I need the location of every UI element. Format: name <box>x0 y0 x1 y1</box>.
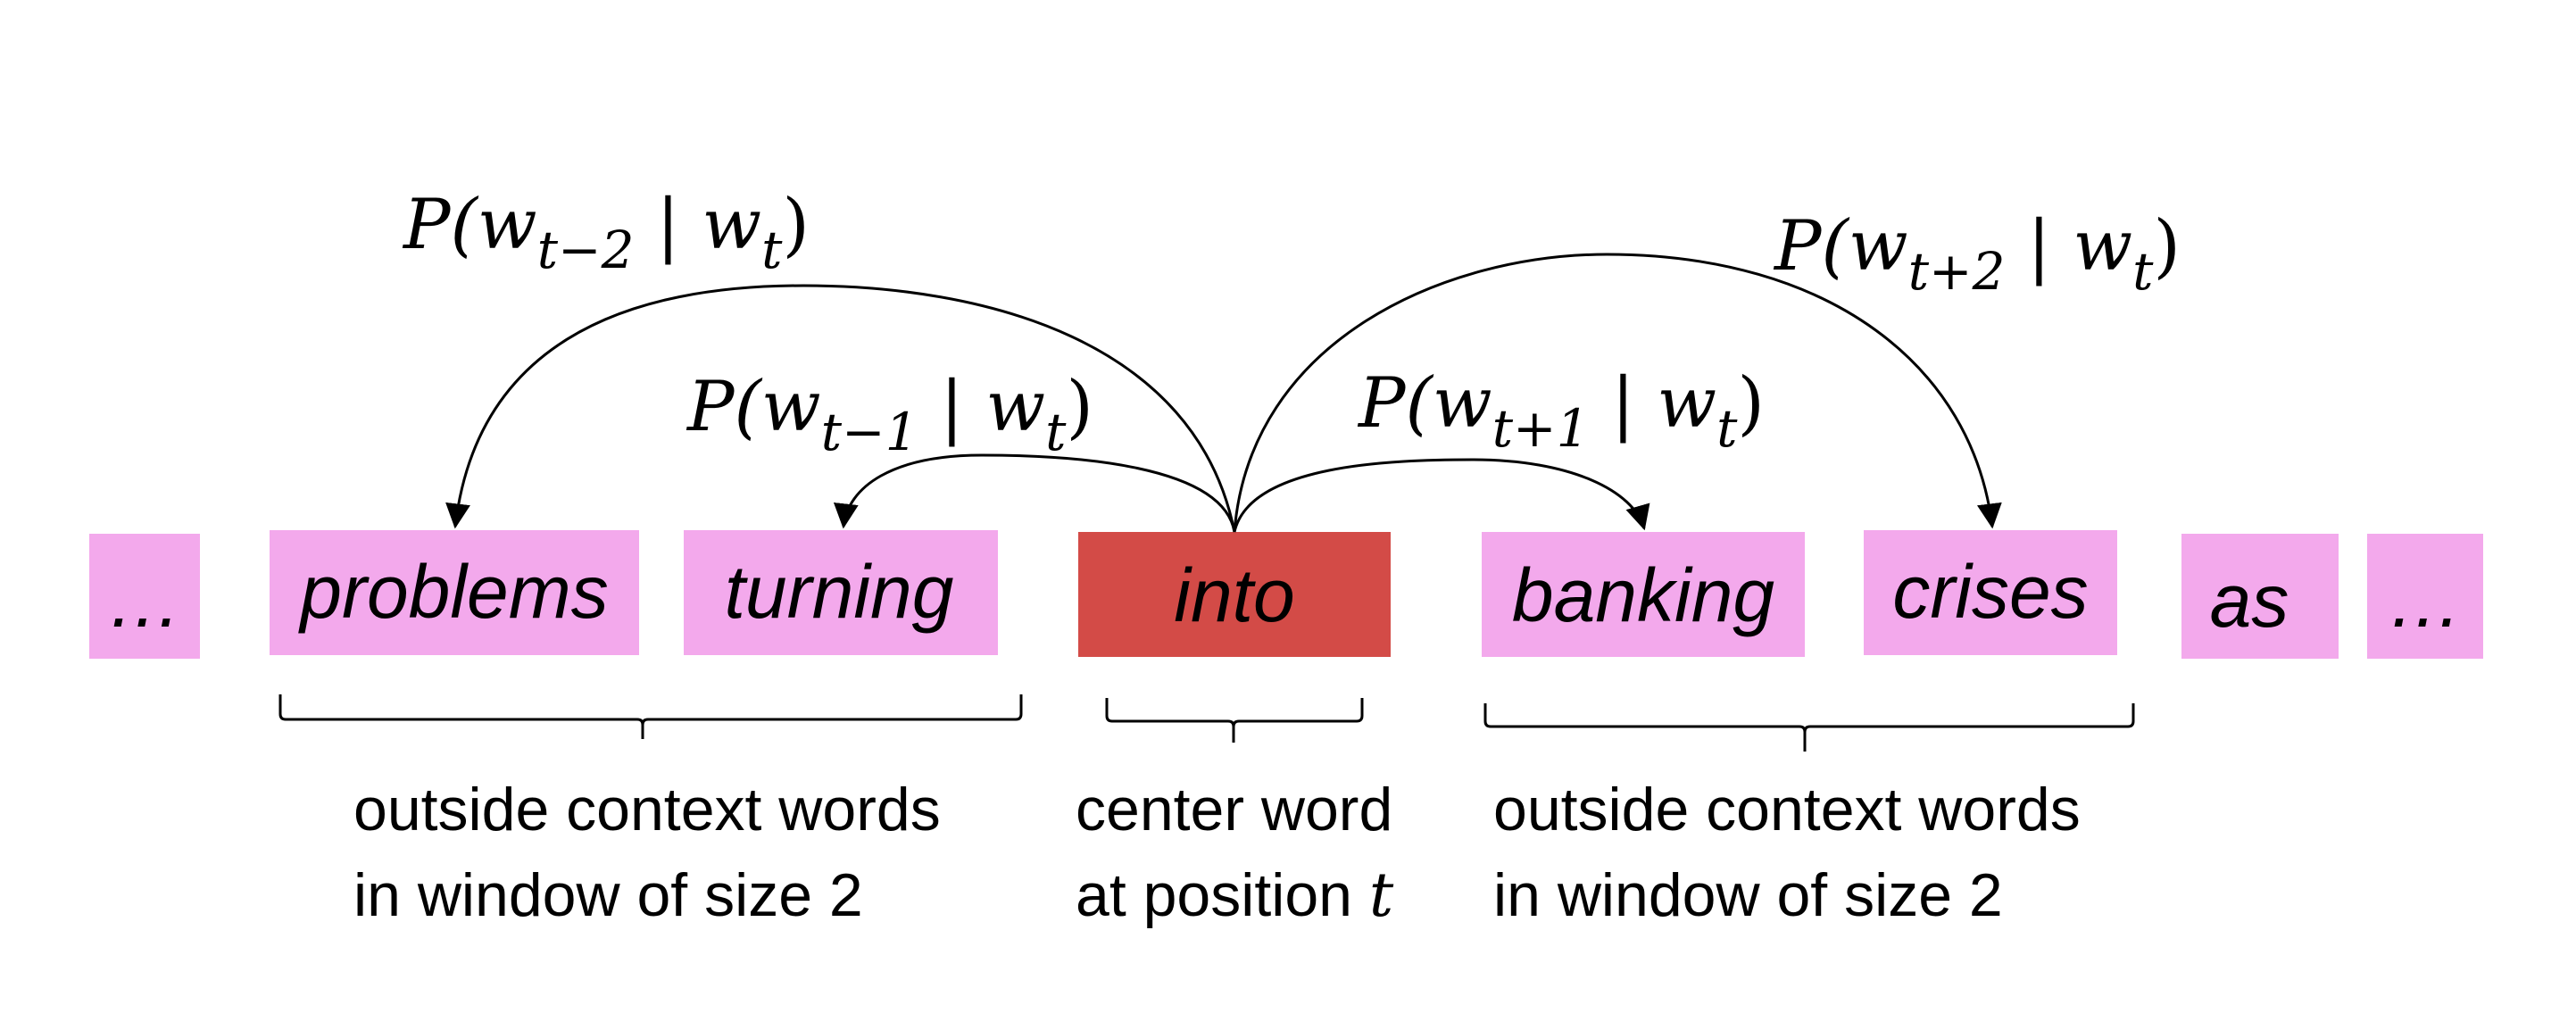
caption-right-line2: in window of size 2 <box>1493 861 2003 929</box>
word-box-problems: problems <box>270 530 639 655</box>
caption-center-line1: center word <box>1076 776 1392 843</box>
prediction-arcs <box>445 253 2002 533</box>
word-box-problems-bg <box>270 530 639 655</box>
prob-label-t-minus-2: P(wt−2 | wt) <box>402 185 810 280</box>
probability-labels: P(wt−2 | wt) P(wt−1 | wt) P(wt+1 | wt) P… <box>402 185 2181 462</box>
prob-label-t-plus-1: P(wt+1 | wt) <box>1357 363 1765 459</box>
brace-left-context <box>278 694 1023 739</box>
word-ellipsis-right: … <box>2388 559 2463 643</box>
word-ellipsis-left: … <box>107 559 182 643</box>
word-box-ellipsis-left-bg <box>89 534 200 659</box>
word-into: into <box>1174 553 1294 637</box>
caption-center-line2: at position t <box>1076 860 1394 931</box>
window-braces <box>278 694 2135 752</box>
word-box-banking-bg <box>1482 532 1805 657</box>
caption-center-line2-math: t <box>1369 860 1394 931</box>
caption-left-line2: in window of size 2 <box>353 861 863 929</box>
word-box-ellipsis-right-bg <box>2367 534 2483 659</box>
word-box-into: into <box>1078 532 1391 657</box>
word-box-as-bg <box>2181 534 2339 659</box>
brace-right-context <box>1483 703 2135 752</box>
prob-label-t-plus-2: P(wt+2 | wt) <box>1773 206 2181 302</box>
word-box-turning: turning <box>684 530 998 655</box>
word-box-crises-bg <box>1864 530 2117 655</box>
word-box-ellipsis-right: … <box>2367 534 2483 659</box>
word-sequence: … problems turning into banking crises <box>89 530 2483 659</box>
word-box-as: as <box>2181 534 2339 659</box>
arc-to-t-plus-2 <box>1233 253 2002 533</box>
word-box-banking: banking <box>1482 532 1805 657</box>
word-problems: problems <box>297 550 608 634</box>
caption-left-line1: outside context words <box>353 776 941 843</box>
caption-right-line1: outside context words <box>1493 776 2081 843</box>
prob-label-t-minus-1: P(wt−1 | wt) <box>686 367 1093 462</box>
word-box-ellipsis-left: … <box>89 534 200 659</box>
arc-to-t-minus-1 <box>833 453 1236 533</box>
word-box-into-bg <box>1078 532 1391 657</box>
brace-center <box>1105 698 1364 743</box>
word-turning: turning <box>725 550 954 634</box>
word-banking: banking <box>1512 553 1774 637</box>
arc-to-t-minus-2 <box>445 284 1236 533</box>
word-as: as <box>2210 559 2289 643</box>
arc-to-t-plus-1 <box>1233 458 1650 533</box>
captions: outside context words in window of size … <box>353 776 2081 931</box>
caption-center-line2-text: at position <box>1076 861 1369 929</box>
word-box-crises: crises <box>1864 530 2117 655</box>
word-crises: crises <box>1892 550 2088 634</box>
word-box-turning-bg <box>684 530 998 655</box>
